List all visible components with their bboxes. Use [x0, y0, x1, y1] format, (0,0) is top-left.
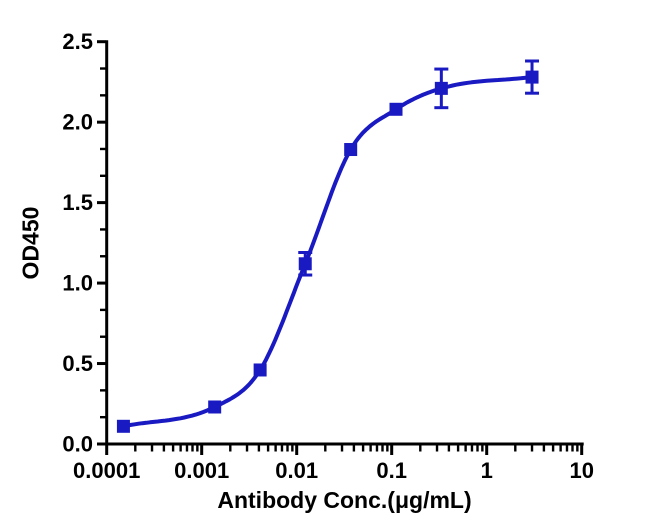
fit-curve: [121, 75, 534, 429]
y-axis-title: OD450: [17, 206, 44, 280]
x-tick-label: 0.0001: [73, 458, 140, 483]
x-tick-label: 1: [481, 458, 493, 483]
data-point-marker: [298, 257, 312, 271]
data-point-marker: [116, 419, 130, 433]
y-tick-label: 1.5: [62, 190, 93, 215]
x-tick-label: 0.1: [376, 458, 407, 483]
y-tick-label: 0.0: [62, 432, 93, 457]
y-tick-label: 2.0: [62, 110, 93, 135]
data-point-marker: [208, 400, 222, 414]
x-tick-label: 0.01: [275, 458, 318, 483]
data-point-marker: [525, 70, 539, 84]
x-tick-label: 0.001: [174, 458, 229, 483]
data-point-marker: [253, 363, 267, 377]
y-tick-label: 2.5: [62, 29, 93, 54]
y-tick-label: 0.5: [62, 351, 93, 376]
data-point-marker: [344, 143, 358, 157]
x-tick-label: 10: [569, 458, 593, 483]
y-tick-label: 1.0: [62, 271, 93, 296]
x-axis-title: Antibody Conc.(μg/mL): [217, 487, 472, 513]
data-point-marker: [434, 81, 448, 95]
data-point-marker: [389, 102, 403, 116]
